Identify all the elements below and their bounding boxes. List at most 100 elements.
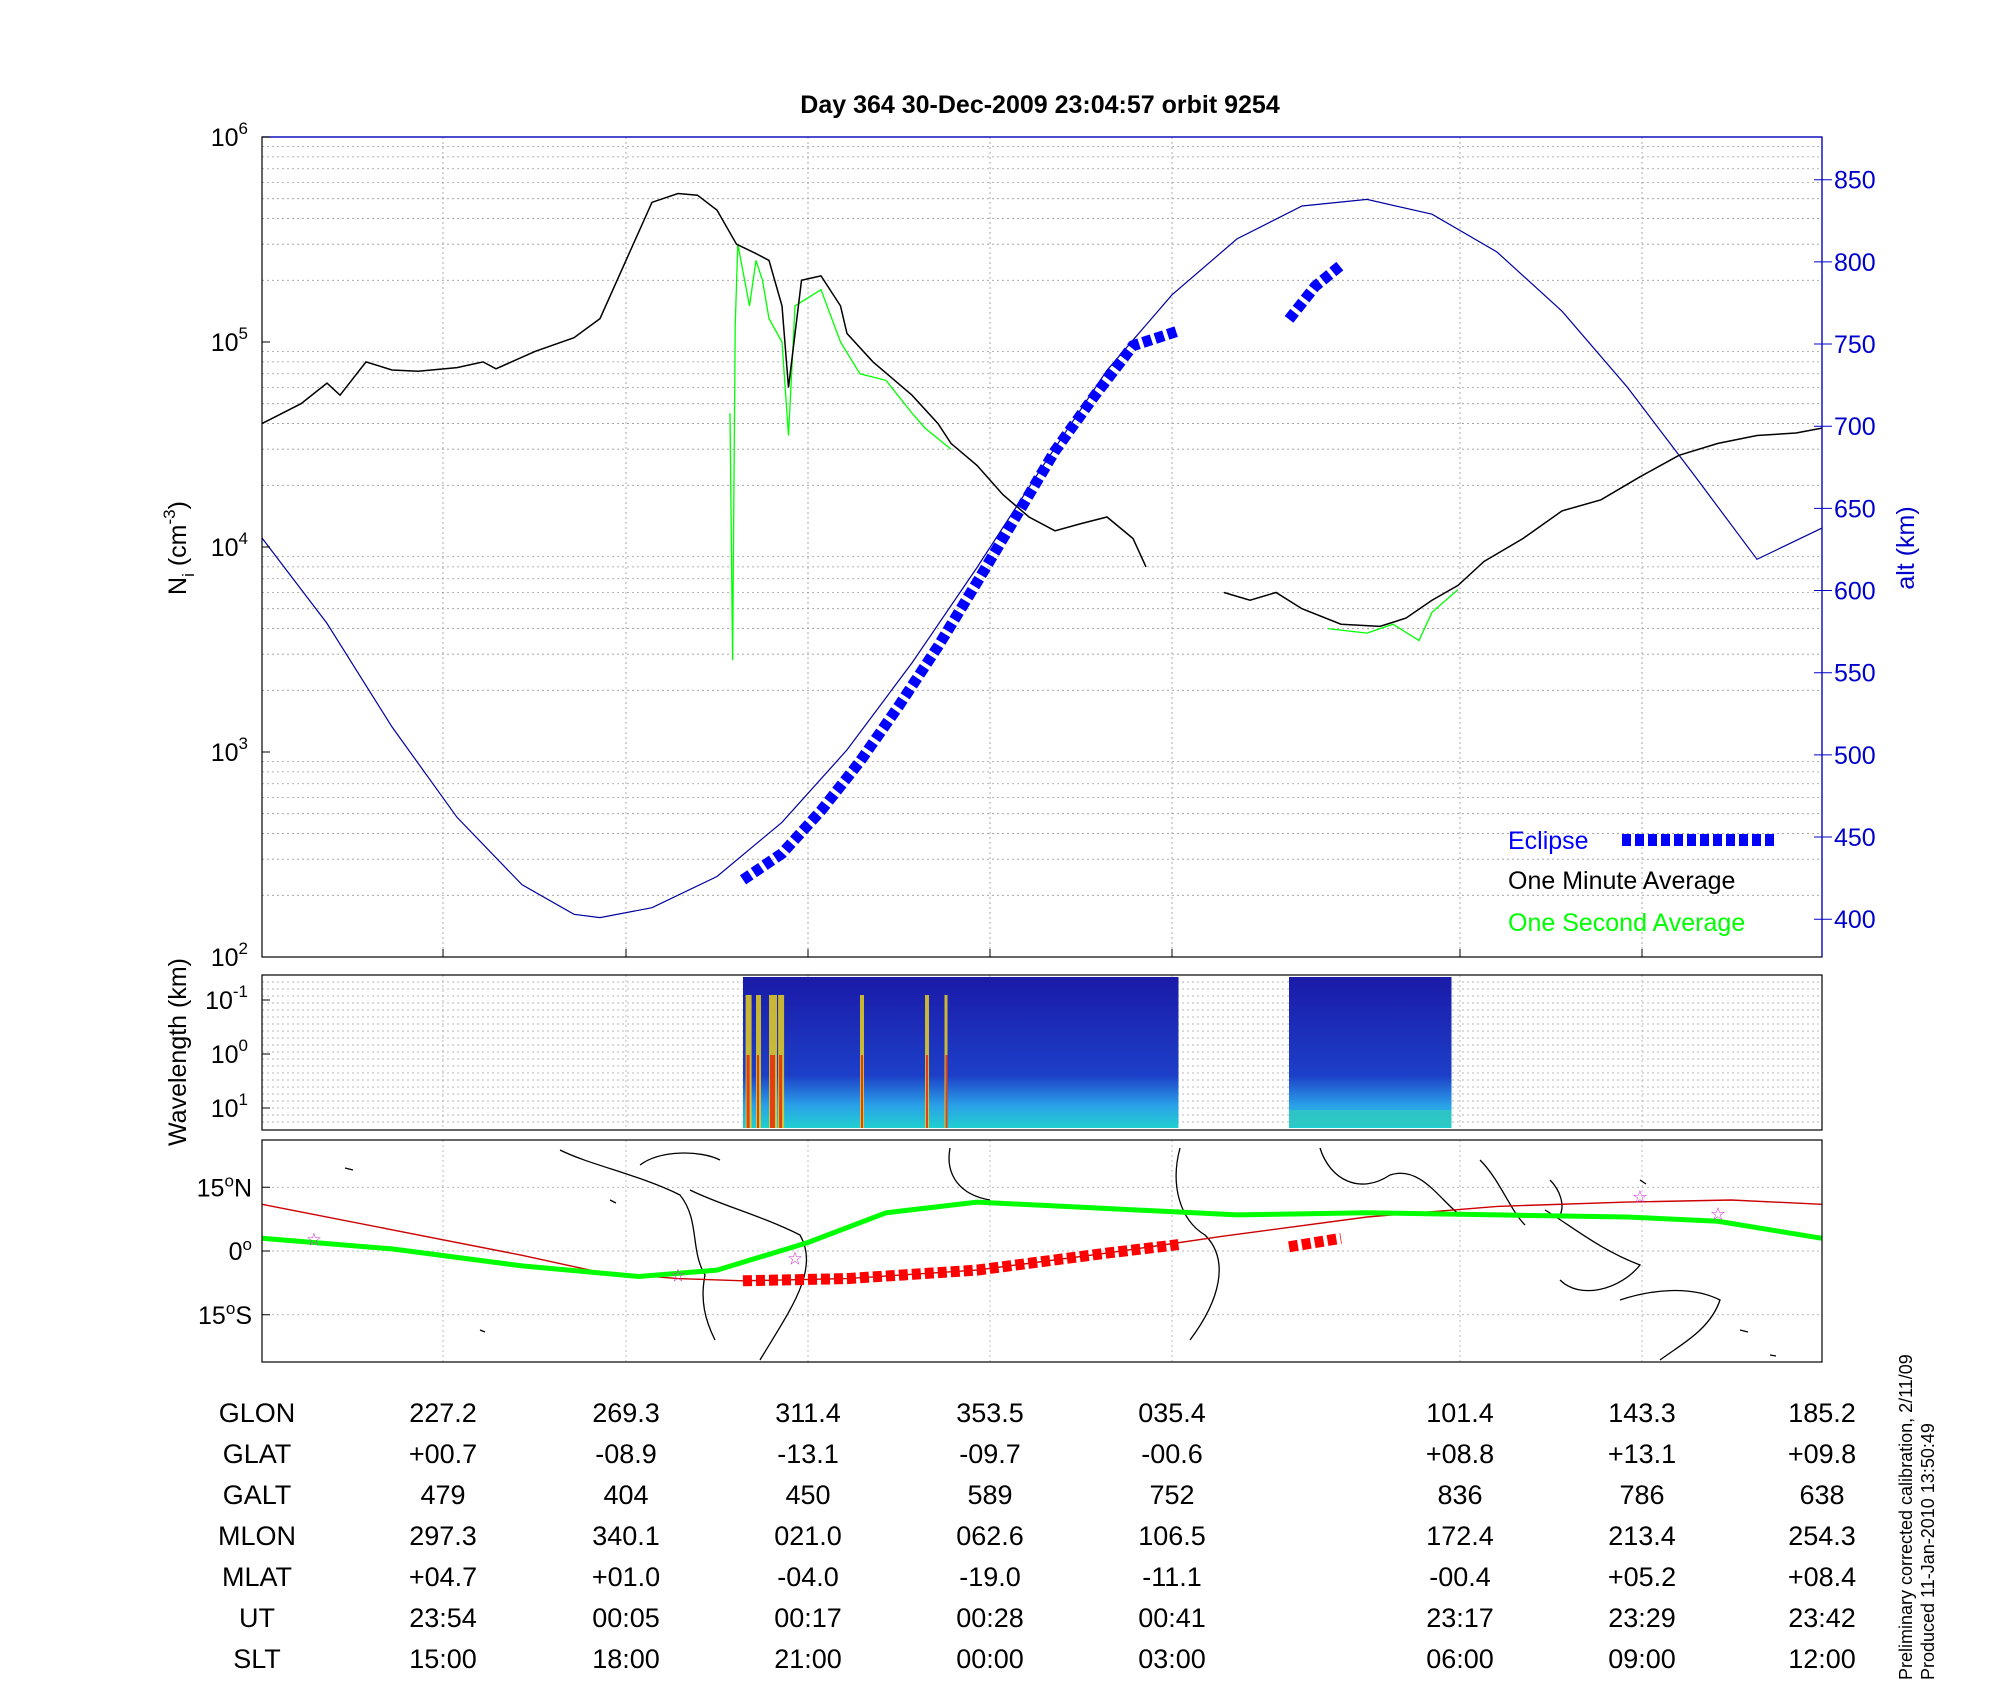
- table-cell: -08.9: [595, 1439, 657, 1469]
- series-eclipse-1: [1284, 260, 1345, 323]
- alt-tick-label: 500: [1834, 742, 1876, 770]
- footnote-line-2: Produced 11-Jan-2010 13:50:49: [1918, 1423, 1938, 1680]
- spectrogram-band: [1289, 1110, 1452, 1126]
- density-series: [261, 192, 1823, 919]
- table-cell: +13.1: [1608, 1439, 1676, 1469]
- table-cell: 00:17: [774, 1603, 842, 1633]
- table-cell: 15:00: [409, 1644, 477, 1674]
- spectrogram-tick-label: 101: [211, 1090, 248, 1123]
- map-track-eclipse-1: [1288, 1232, 1342, 1253]
- density-ylabel: Ni (cm-3): [160, 501, 198, 595]
- table-cell: 227.2: [409, 1398, 477, 1428]
- table-row-label: UT: [239, 1603, 275, 1633]
- svg-text:Ni (cm-3): Ni (cm-3): [160, 501, 198, 595]
- svg-text:alt (km): alt (km): [1892, 506, 1920, 589]
- table-cell: -04.0: [777, 1562, 839, 1592]
- table-cell: 353.5: [956, 1398, 1024, 1428]
- series-one-second-average-0: [729, 244, 952, 661]
- spectrogram-frame: [261, 974, 1823, 1131]
- table-cell: 404: [603, 1480, 648, 1510]
- table-cell: 06:00: [1426, 1644, 1494, 1674]
- map-track-magnetic-equator: [261, 1199, 1823, 1280]
- map-tick-label: 15oN: [197, 1171, 252, 1202]
- table-cell: 12:00: [1788, 1644, 1856, 1674]
- map-star-marker: ☆: [1710, 1204, 1726, 1225]
- series-one-minute-average-1: [1223, 427, 1823, 628]
- density-tick-label: 102: [211, 939, 248, 972]
- alt-tick-label: 450: [1834, 824, 1876, 852]
- alt-tick-label: 550: [1834, 660, 1876, 688]
- series-one-second-average-1: [1327, 589, 1459, 642]
- spectrogram-tick-label: 10-1: [205, 982, 248, 1015]
- table-cell: 786: [1619, 1480, 1664, 1510]
- table-cell: +00.7: [409, 1439, 477, 1469]
- map-tracks: ☆ ☆ ☆ ☆ ☆: [261, 1187, 1823, 1287]
- spectrogram-burst-core: [779, 1055, 783, 1128]
- table-row-label: GALT: [223, 1480, 292, 1510]
- map-tick-label: 0o: [229, 1235, 252, 1266]
- table-row-label: GLON: [219, 1398, 296, 1428]
- spectrogram-burst-core: [861, 1055, 863, 1128]
- legend-label-eclipse: Eclipse: [1508, 827, 1589, 855]
- map-tick-label: 15oS: [198, 1299, 252, 1330]
- alt-tick-label: 850: [1834, 167, 1876, 195]
- table-cell: 03:00: [1138, 1644, 1206, 1674]
- table-cell: 638: [1799, 1480, 1844, 1510]
- table-cell: 479: [420, 1480, 465, 1510]
- table-cell: 297.3: [409, 1521, 477, 1551]
- table-cell: 450: [785, 1480, 830, 1510]
- table-cell: 254.3: [1788, 1521, 1856, 1551]
- map-grid: [262, 1140, 1822, 1362]
- spectrogram-burst-core: [746, 1055, 750, 1128]
- spectrogram-tick-label: 100: [211, 1036, 248, 1069]
- density-tick-label: 105: [211, 324, 248, 357]
- table-cell: +05.2: [1608, 1562, 1676, 1592]
- table-cell: 23:42: [1788, 1603, 1856, 1633]
- map-panel: ☆ ☆ ☆ ☆ ☆ 15oN 0o 15oS: [197, 1139, 1823, 1363]
- table-cell: -00.6: [1141, 1439, 1203, 1469]
- table-row-label: MLON: [218, 1521, 296, 1551]
- alt-tick-label: 650: [1834, 495, 1876, 523]
- table-cell: -11.1: [1142, 1562, 1202, 1592]
- table-cell: 23:17: [1426, 1603, 1494, 1633]
- spectrogram-blocks: [743, 977, 1452, 1128]
- table-cell: 21:00: [774, 1644, 842, 1674]
- spectrogram-burst-core: [945, 1055, 948, 1128]
- spectrogram-burst-core: [770, 1055, 775, 1128]
- table-cell: 062.6: [956, 1521, 1024, 1551]
- map-coastlines: [344, 1147, 1777, 1361]
- table-cell: +04.7: [409, 1562, 477, 1592]
- table-cell: 269.3: [592, 1398, 660, 1428]
- table-row-label: SLT: [233, 1644, 281, 1674]
- table-cell: +01.0: [592, 1562, 660, 1592]
- alt-tick-label: 700: [1834, 413, 1876, 441]
- alt-tick-label: 600: [1834, 578, 1876, 606]
- table-cell: +08.4: [1788, 1562, 1856, 1592]
- spectrogram-block-0: [743, 977, 1179, 1128]
- table-cell: 23:54: [409, 1603, 477, 1633]
- table-cell: 752: [1149, 1480, 1194, 1510]
- table-row-label: MLAT: [222, 1562, 292, 1592]
- spectrogram-ylabel: Wavelength (km): [164, 958, 192, 1146]
- table-cell: 213.4: [1608, 1521, 1676, 1551]
- table-cell: 09:00: [1608, 1644, 1676, 1674]
- table-cell: 172.4: [1426, 1521, 1494, 1551]
- table-cell: 589: [967, 1480, 1012, 1510]
- alt-tick-label: 400: [1834, 906, 1876, 934]
- spectrogram-panel: 10-1 100 101 Wavelength (km): [164, 958, 1823, 1146]
- chart-title: Day 364 30-Dec-2009 23:04:57 orbit 9254: [800, 91, 1280, 119]
- alt-tick-label: 800: [1834, 249, 1876, 277]
- table-cell: 021.0: [774, 1521, 842, 1551]
- series-one-minute-average-0: [261, 192, 1147, 568]
- spectrogram-block-1: [1289, 977, 1452, 1128]
- footnote-line-1: Preliminary corrected calibration, 2/11/…: [1896, 1354, 1916, 1680]
- alt-ylabel: alt (km): [1892, 506, 1920, 589]
- table-cell: 035.4: [1138, 1398, 1206, 1428]
- alt-tick-label: 750: [1834, 331, 1876, 359]
- footnote: Preliminary corrected calibration, 2/11/…: [1896, 1354, 1938, 1680]
- map-track-eclipse-0: [742, 1239, 1180, 1287]
- spectrogram-burst-core: [757, 1055, 759, 1128]
- legend: Eclipse One Minute Average One Second Av…: [1508, 827, 1775, 937]
